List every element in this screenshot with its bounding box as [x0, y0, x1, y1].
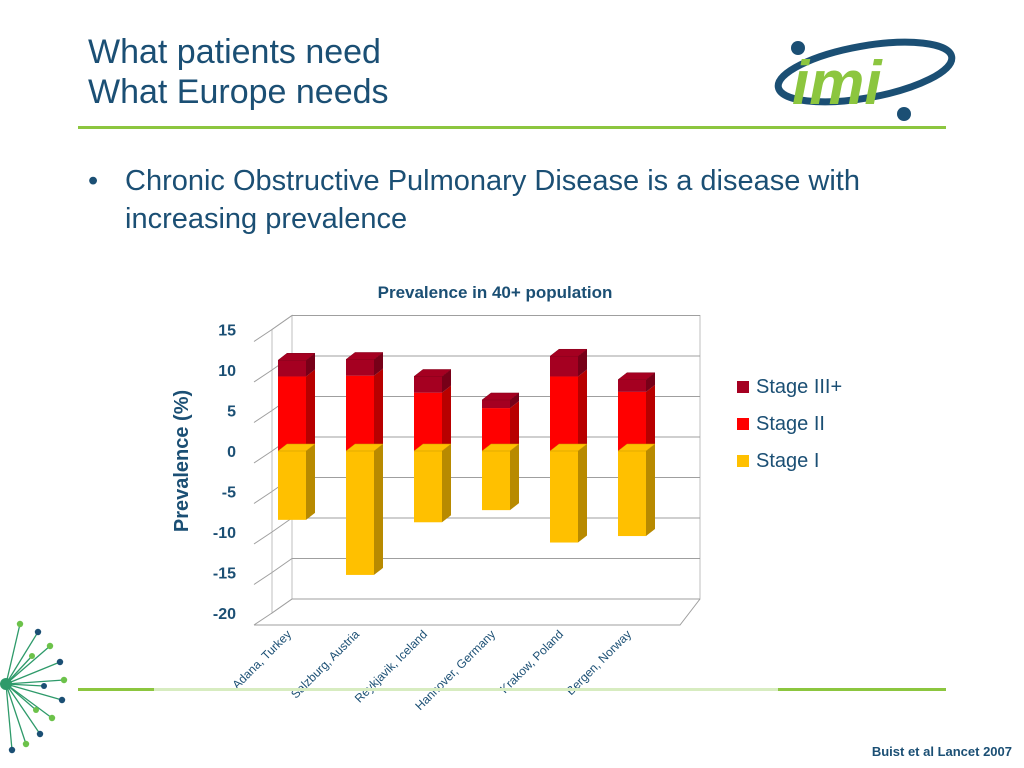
bar-stage1-5-side: [646, 444, 655, 537]
bar-stage1-5: [618, 451, 646, 537]
bar-stage3-1-side: [374, 352, 383, 376]
bar-stage2-4: [550, 376, 578, 451]
bullet-dot: •: [88, 165, 99, 197]
gridline: [253, 598, 700, 626]
y-tick-label: 5: [227, 404, 236, 421]
bar-zero-cap-5: [617, 443, 656, 452]
imi-logo: imi: [774, 38, 956, 121]
top-divider: [78, 126, 946, 129]
bar-stage2-5: [618, 391, 646, 451]
y-tick-label: -20: [213, 606, 236, 623]
bar-stage1-0-side: [306, 444, 315, 520]
bar-stage1-3-side: [510, 444, 519, 511]
category-label: Krakow, Poland: [497, 627, 566, 696]
network-decoration: [0, 620, 68, 754]
bar-stage1-0: [278, 451, 306, 520]
bar-stage3-2: [414, 376, 442, 393]
citation: Buist et al Lancet 2007: [871, 744, 1012, 759]
gridline: [253, 558, 700, 585]
bar-stage3-5: [618, 379, 646, 392]
bar-cap-4: [549, 348, 588, 357]
bar-stage3-4-side: [578, 349, 587, 377]
bar-stage3-0: [278, 360, 306, 377]
bar-stage3-3-side: [510, 392, 519, 409]
bar-stage2-5-side: [646, 384, 655, 451]
y-axis-label: Prevalence (%): [171, 390, 193, 532]
bar-stage2-1-side: [374, 368, 383, 451]
floor-edge: [254, 598, 701, 626]
bar-zero-cap-2: [413, 443, 452, 452]
bar-stage2-1: [346, 375, 374, 451]
y-tick-label: -10: [213, 525, 236, 542]
bullet-text: Chronic Obstructive Pulmonary Disease is…: [125, 165, 860, 235]
bar-stage1-4-side: [578, 444, 587, 543]
bar-zero-cap-3: [481, 443, 520, 452]
category-label: Reykjavik, Iceland: [352, 627, 430, 705]
y-tick-label: 0: [227, 444, 236, 461]
bar-zero-cap-4: [549, 443, 588, 452]
bar-cap-3: [481, 392, 520, 401]
bar-cap-1: [345, 352, 384, 360]
bar-cap-2: [413, 369, 452, 377]
bar-stage3-5-side: [646, 372, 655, 392]
legend-swatch: [737, 455, 749, 467]
y-tick-label: 10: [218, 363, 236, 380]
chart-title: Prevalence in 40+ population: [378, 283, 613, 302]
bar-zero-cap-0: [277, 443, 316, 452]
y-tick-label: -5: [222, 485, 236, 502]
legend-label: Stage III+: [756, 376, 842, 398]
bar-stage2-2-side: [442, 385, 451, 451]
gridline: [253, 517, 700, 545]
bar-cap-5: [617, 372, 656, 380]
bar-stage2-0-side: [306, 369, 315, 451]
legend-label: Stage I: [756, 450, 819, 472]
bar-stage3-3: [482, 399, 510, 409]
bar-stage1-2-side: [442, 444, 451, 523]
bar-cap-0: [277, 353, 316, 361]
bar-stage2-0: [278, 376, 306, 451]
y-tick-label: 15: [218, 323, 236, 340]
bar-stage1-1-side: [374, 444, 383, 575]
bar-stage1-3: [482, 451, 510, 511]
title-line-1: What patients need: [88, 33, 381, 71]
legend-swatch: [737, 418, 749, 430]
bar-stage1-2: [414, 451, 442, 523]
legend-swatch: [737, 381, 749, 393]
bottom-divider: [78, 688, 946, 691]
bar-zero-cap-1: [345, 443, 384, 452]
bar-stage2-4-side: [578, 369, 587, 451]
bar-stage3-4: [550, 356, 578, 377]
bar-stage2-2: [414, 392, 442, 451]
slide-title: What patients need What Europe needs: [88, 32, 389, 112]
bullet-point: • Chronic Obstructive Pulmonary Disease …: [88, 162, 948, 238]
legend-label: Stage II: [756, 413, 825, 435]
y-tick-label: -15: [213, 566, 236, 583]
category-label: Adana, Turkey: [229, 627, 294, 692]
bar-stage2-3-side: [510, 401, 519, 451]
bar-stage3-2-side: [442, 369, 451, 393]
bar-stage1-4: [550, 451, 578, 543]
logo-text: imi: [792, 49, 883, 118]
title-line-2: What Europe needs: [88, 73, 389, 111]
bar-stage1-1: [346, 451, 374, 575]
bar-stage3-1: [346, 359, 374, 376]
gridline: [253, 315, 700, 342]
bar-stage3-0-side: [306, 353, 315, 377]
